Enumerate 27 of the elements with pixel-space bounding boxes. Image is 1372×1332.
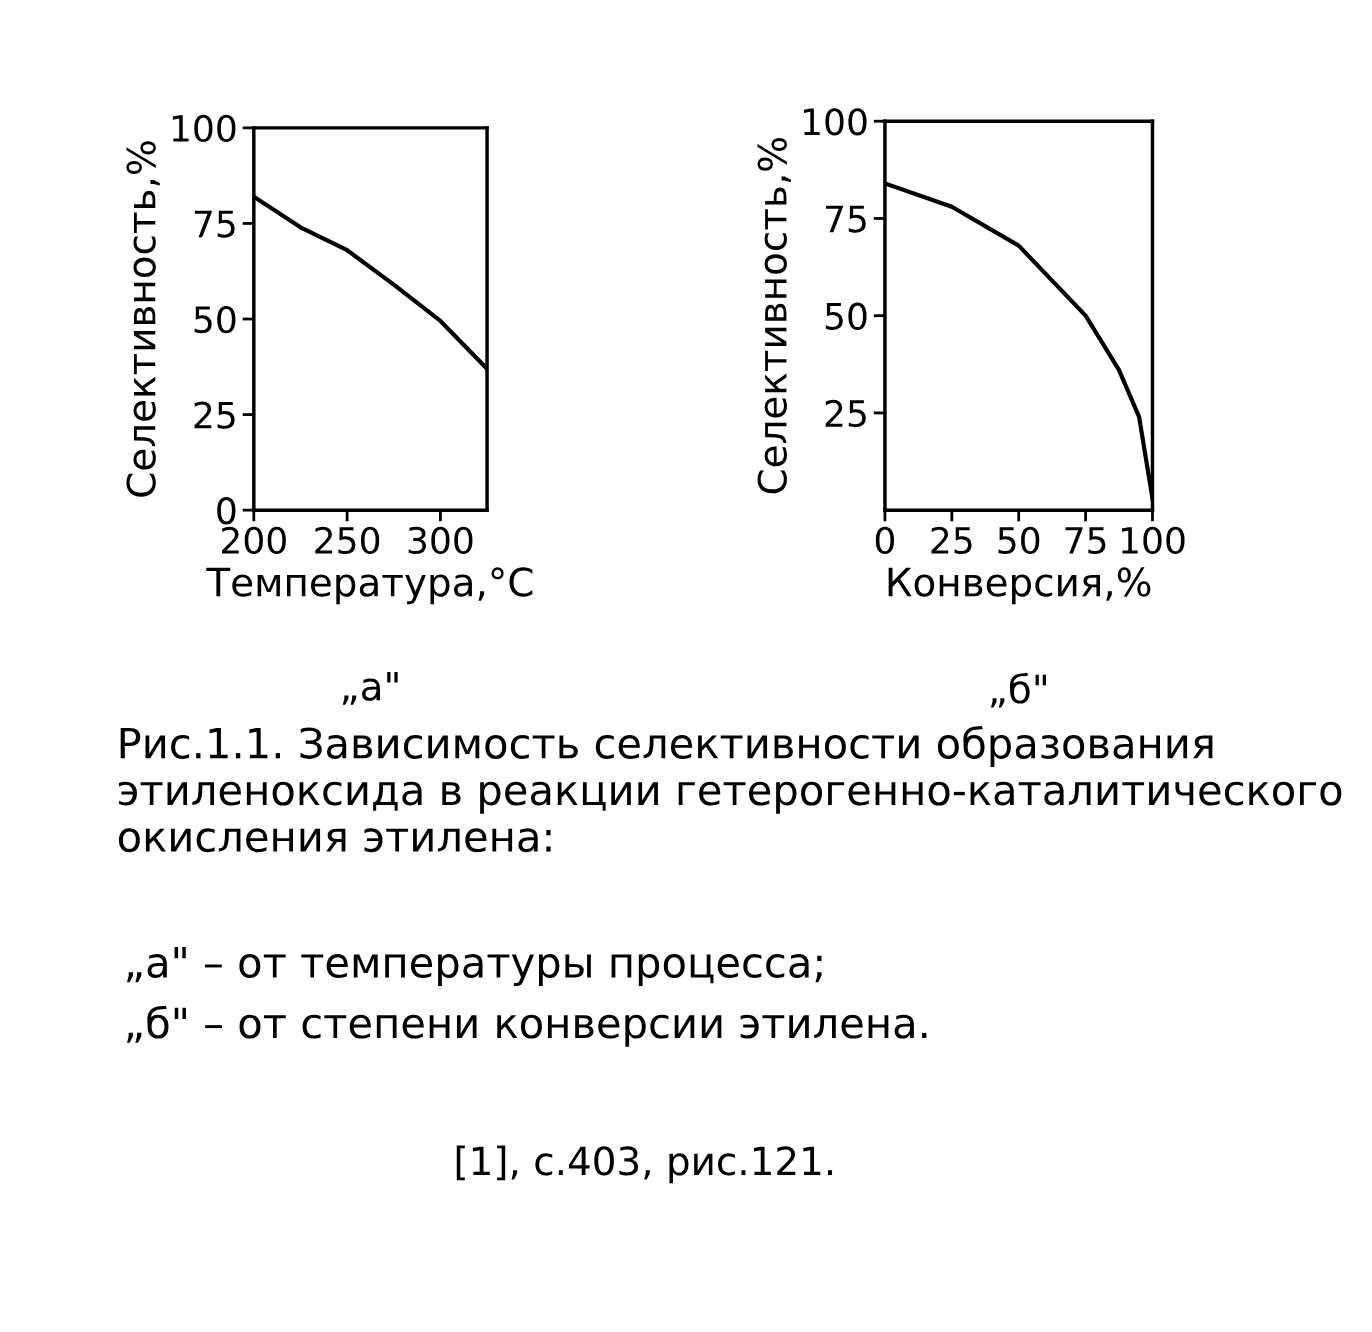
y-tick-label: 25 [825, 399, 866, 428]
y-tick-label: 25 [194, 401, 235, 429]
text: Рис.1.1. Зависимость селективности образования этиленоксида в реакции гетерогенно-каталитического окисления этилена: [118, 725, 1342, 853]
text: „а" [342, 671, 398, 705]
x-tick-label: 300 [408, 526, 473, 555]
x-tick-label: 75 [1065, 527, 1106, 555]
x-tick-label: 50 [998, 526, 1040, 555]
y-tick-label: 75 [194, 210, 235, 238]
y-axis-title: Селективность,% [757, 137, 791, 494]
x-tick-label: 100 [1121, 526, 1185, 555]
text: „б" [991, 672, 1046, 708]
text: „а" – от температуры процесса; [127, 947, 822, 987]
x-tick-label: 200 [222, 526, 286, 555]
text: „б" – от степени конверсии этилена. [127, 1005, 927, 1047]
x-axis-title: Температура,°С [206, 567, 533, 605]
x-tick-label: 250 [315, 526, 380, 555]
x-tick-label: 0 [875, 526, 895, 555]
x-axis-title: Конверсия,% [888, 567, 1151, 605]
y-tick-label: 50 [825, 302, 867, 330]
y-tick-label: 75 [825, 205, 866, 233]
x-tick-label: 25 [931, 526, 972, 555]
y-tick-label: 50 [194, 305, 236, 334]
y-tick-label: 0 [217, 497, 236, 525]
y-tick-label: 100 [172, 114, 236, 143]
text: [1], с.403, рис.121. [456, 1145, 833, 1184]
y-tick-label: 100 [804, 108, 867, 136]
y-axis-title: Селективность,% [126, 141, 160, 497]
